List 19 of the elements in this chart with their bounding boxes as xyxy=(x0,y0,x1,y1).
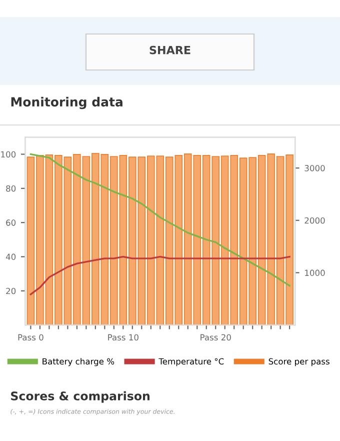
legend-label: Battery charge % xyxy=(42,358,114,366)
text: Scores & comparison xyxy=(11,391,150,403)
legend-label: Temperature °C xyxy=(158,358,224,366)
y-tick-label: 100 xyxy=(1,151,16,158)
y2-tick-label: 1000 xyxy=(305,270,325,276)
y-tick-label: 20 xyxy=(6,288,16,294)
y-tick-label: 80 xyxy=(6,185,16,192)
x-tick-label: Pass 20 xyxy=(200,334,231,340)
text: SHARE xyxy=(150,46,190,54)
y-tick-label: 40 xyxy=(6,254,16,260)
x-tick-label: Pass 0 xyxy=(18,334,44,340)
line-series xyxy=(30,153,290,287)
legend-label: Score per pass xyxy=(268,358,330,366)
y-tick-label: 60 xyxy=(6,220,16,226)
chart-title: Monitoring data xyxy=(11,96,122,110)
y2-tick-label: 3000 xyxy=(304,165,325,172)
y2-tick-label: 2000 xyxy=(304,217,325,224)
x-tick-label: Pass 10 xyxy=(108,334,138,340)
line-series xyxy=(30,256,290,296)
